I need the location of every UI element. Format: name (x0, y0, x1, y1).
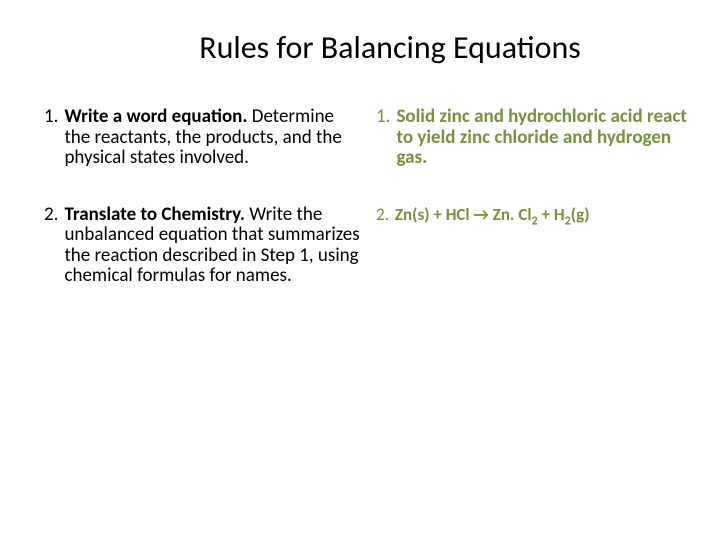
right-item-2-number: 2. (376, 205, 389, 225)
slide: Rules for Balancing Equations 1. Write a… (0, 28, 720, 540)
arrow-icon: → (473, 204, 488, 225)
left-item-1-body: Write a word equation. Determine the rea… (64, 107, 364, 169)
right-item-2-body: Zn(s) + HCl → Zn. Cl2 + H2(g) (395, 205, 696, 225)
right-item-2: 2. Zn(s) + HCl → Zn. Cl2 + H2(g) (376, 205, 696, 225)
right-item-2-mid2: + H (538, 204, 565, 225)
right-item-2-prefix: Zn(s) + HCl (395, 204, 474, 225)
columns: 1. Write a word equation. Determine the … (0, 107, 720, 323)
right-item-1-number: 1. (376, 107, 390, 128)
right-column: 1. Solid zinc and hydrochloric acid reac… (376, 107, 696, 323)
right-item-2-mid: Zn. Cl (489, 204, 532, 225)
left-column: 1. Write a word equation. Determine the … (44, 107, 364, 323)
right-item-2-suffix: (g) (571, 204, 590, 225)
right-item-1: 1. Solid zinc and hydrochloric acid reac… (376, 107, 696, 169)
slide-title: Rules for Balancing Equations (120, 28, 660, 67)
right-item-1-body: Solid zinc and hydrochloric acid react t… (396, 107, 696, 169)
left-item-2-number: 2. (44, 205, 58, 226)
left-item-1: 1. Write a word equation. Determine the … (44, 107, 364, 169)
left-item-2: 2. Translate to Chemistry. Write the unb… (44, 205, 364, 287)
left-item-1-number: 1. (44, 107, 58, 128)
left-item-2-body: Translate to Chemistry. Write the unbala… (64, 205, 364, 287)
